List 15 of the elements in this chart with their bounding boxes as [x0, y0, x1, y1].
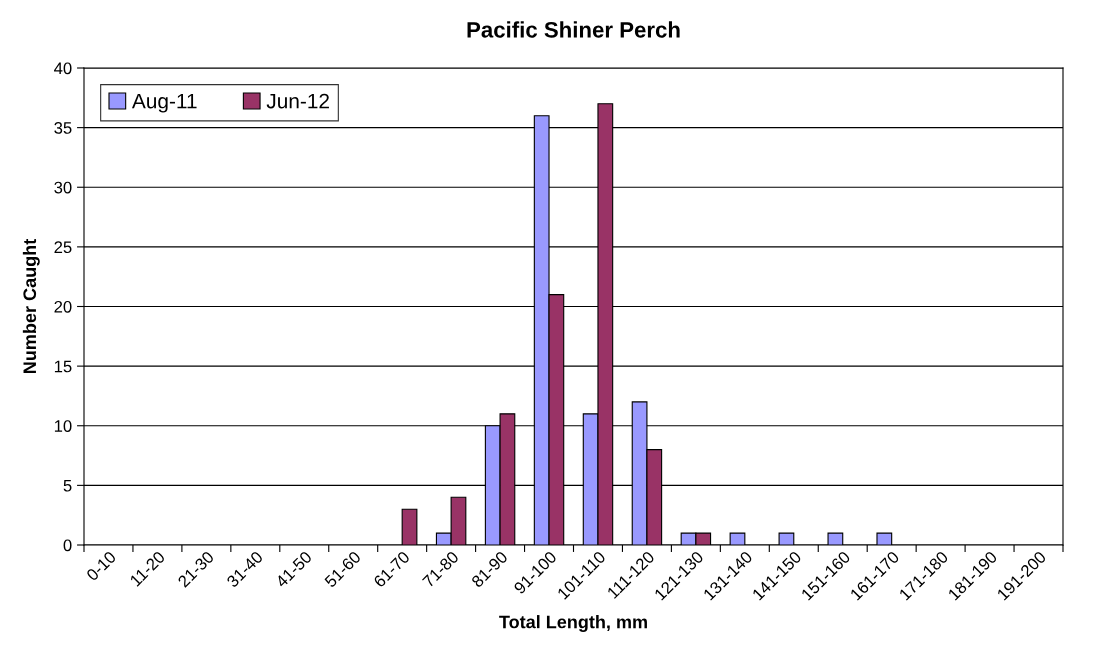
y-axis-title: Number Caught — [22, 239, 40, 373]
chart-title: Pacific Shiner Perch — [467, 21, 680, 38]
y-tick-label: 30 — [54, 181, 72, 194]
y-tick-label: 10 — [54, 420, 72, 432]
y-tick-label: 40 — [54, 62, 72, 75]
y-tick-label: 20 — [54, 300, 72, 313]
y-tick-label: 25 — [54, 241, 72, 254]
legend-label: Jun-12 — [266, 93, 329, 109]
legend-label: Aug-11 — [131, 93, 197, 113]
y-tick-label: 35 — [54, 122, 72, 134]
y-tick-label: 15 — [54, 360, 72, 373]
y-tick-label: 5 — [63, 479, 72, 492]
x-tick-label: 0-10 — [85, 550, 117, 582]
x-axis-title: Total Length, mm — [499, 615, 647, 632]
y-tick-label: 0 — [63, 539, 72, 552]
